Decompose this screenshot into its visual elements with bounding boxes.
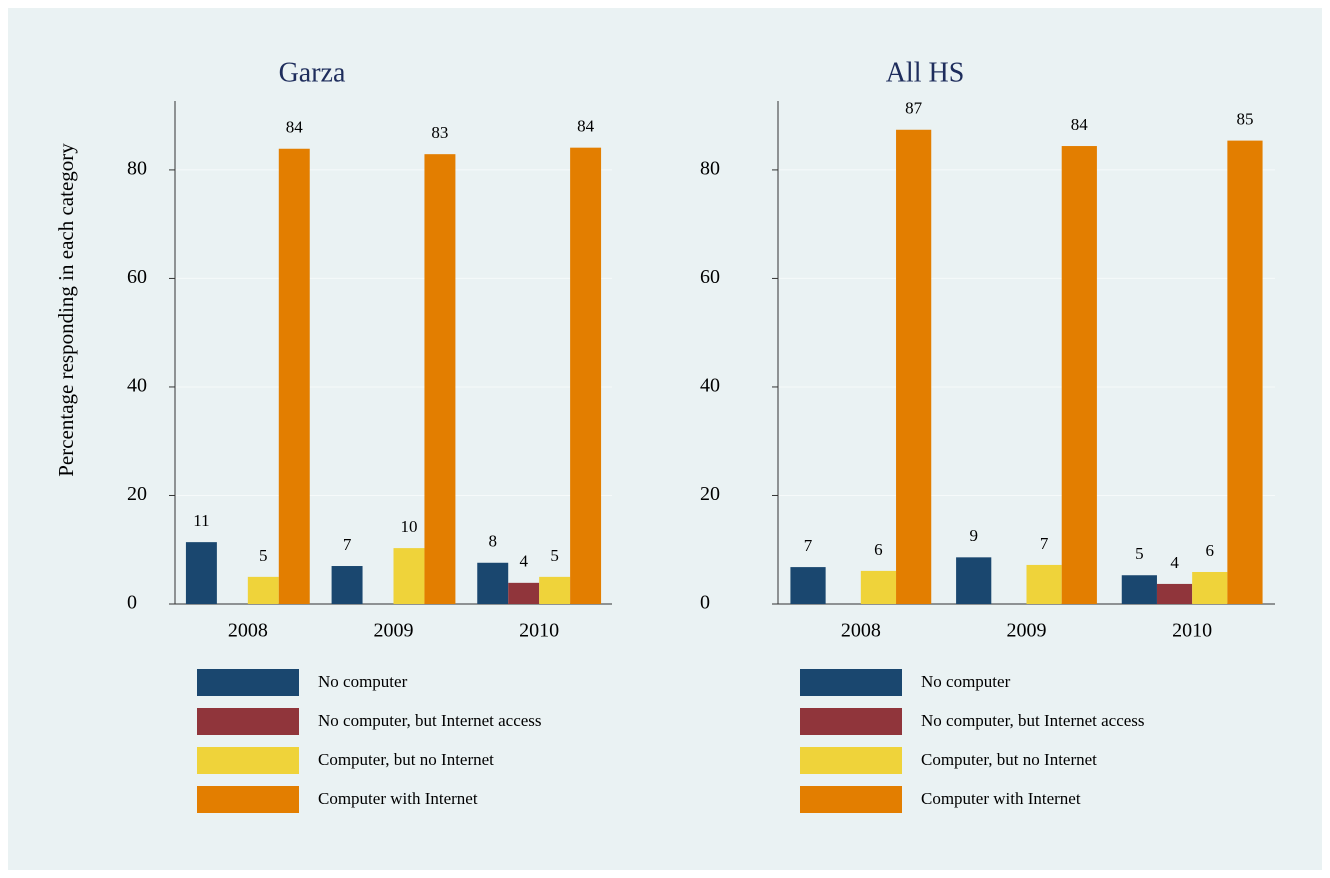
legend-swatch bbox=[197, 747, 299, 774]
data-label: 7 bbox=[343, 535, 352, 554]
data-label: 5 bbox=[1135, 544, 1144, 563]
legend-swatch bbox=[197, 669, 299, 696]
legend-label: Computer with Internet bbox=[318, 789, 478, 808]
bar bbox=[247, 576, 279, 604]
bar bbox=[1227, 140, 1263, 604]
bar bbox=[278, 148, 310, 604]
bar bbox=[1121, 575, 1157, 604]
y-tick-label: 80 bbox=[127, 158, 147, 180]
legend-label: Computer, but no Internet bbox=[318, 750, 494, 769]
legend-swatch bbox=[800, 708, 902, 735]
data-label: 9 bbox=[969, 526, 978, 545]
bar bbox=[393, 548, 425, 604]
data-label: 6 bbox=[1206, 541, 1215, 560]
legend-swatch bbox=[800, 669, 902, 696]
bar bbox=[508, 582, 540, 604]
bar bbox=[1026, 564, 1062, 604]
legend-label: Computer, but no Internet bbox=[921, 750, 1097, 769]
data-label: 4 bbox=[1170, 553, 1179, 572]
bar bbox=[1156, 583, 1193, 604]
x-tick-label: 2008 bbox=[228, 620, 268, 642]
y-tick-label: 40 bbox=[700, 375, 720, 397]
data-label: 6 bbox=[874, 540, 883, 559]
legend-label: No computer bbox=[921, 672, 1011, 691]
panel-title: Garza bbox=[279, 57, 346, 88]
data-label: 7 bbox=[1040, 534, 1049, 553]
legend-label: No computer bbox=[318, 672, 408, 691]
data-label: 83 bbox=[431, 123, 448, 142]
data-label: 84 bbox=[286, 118, 304, 137]
x-tick-label: 2008 bbox=[841, 620, 881, 642]
data-label: 4 bbox=[519, 552, 528, 571]
legend-label: Computer with Internet bbox=[921, 789, 1081, 808]
data-label: 5 bbox=[550, 546, 559, 565]
bar bbox=[539, 576, 571, 604]
data-label: 7 bbox=[804, 536, 813, 555]
data-label: 85 bbox=[1236, 110, 1253, 129]
y-tick-label: 80 bbox=[700, 158, 720, 180]
bar bbox=[860, 570, 897, 604]
legend-swatch bbox=[800, 747, 902, 774]
bar bbox=[956, 557, 992, 604]
legend-label: No computer, but Internet access bbox=[921, 711, 1145, 730]
legend-label: No computer, but Internet access bbox=[318, 711, 542, 730]
bar bbox=[1061, 146, 1097, 604]
data-label: 5 bbox=[259, 546, 268, 565]
bar bbox=[331, 566, 363, 604]
y-tick-label: 20 bbox=[127, 483, 147, 505]
y-tick-label: 0 bbox=[127, 592, 137, 614]
legend-swatch bbox=[197, 708, 299, 735]
legend-swatch bbox=[197, 786, 299, 813]
data-label: 10 bbox=[400, 517, 417, 536]
y-tick-label: 60 bbox=[700, 266, 720, 288]
bar bbox=[896, 129, 932, 604]
bar bbox=[1192, 571, 1228, 604]
data-label: 11 bbox=[193, 511, 209, 530]
y-tick-label: 20 bbox=[700, 483, 720, 505]
x-tick-label: 2010 bbox=[1172, 620, 1212, 642]
y-tick-label: 0 bbox=[700, 592, 710, 614]
bar bbox=[185, 542, 217, 604]
y-tick-label: 60 bbox=[127, 266, 147, 288]
x-tick-label: 2009 bbox=[374, 620, 414, 642]
legend-swatch bbox=[800, 786, 902, 813]
x-tick-label: 2009 bbox=[1007, 620, 1047, 642]
bar bbox=[424, 154, 456, 604]
panel-title: All HS bbox=[886, 57, 965, 88]
background bbox=[8, 8, 1322, 870]
data-label: 87 bbox=[905, 99, 923, 118]
data-label: 84 bbox=[1071, 115, 1089, 134]
x-tick-label: 2010 bbox=[519, 620, 559, 642]
data-label: 84 bbox=[577, 117, 595, 136]
y-axis-title: Percentage responding in each category bbox=[54, 143, 78, 477]
data-label: 8 bbox=[488, 532, 497, 551]
bar bbox=[477, 562, 509, 604]
bar bbox=[790, 567, 826, 604]
bar bbox=[570, 147, 602, 605]
y-tick-label: 40 bbox=[127, 375, 147, 397]
